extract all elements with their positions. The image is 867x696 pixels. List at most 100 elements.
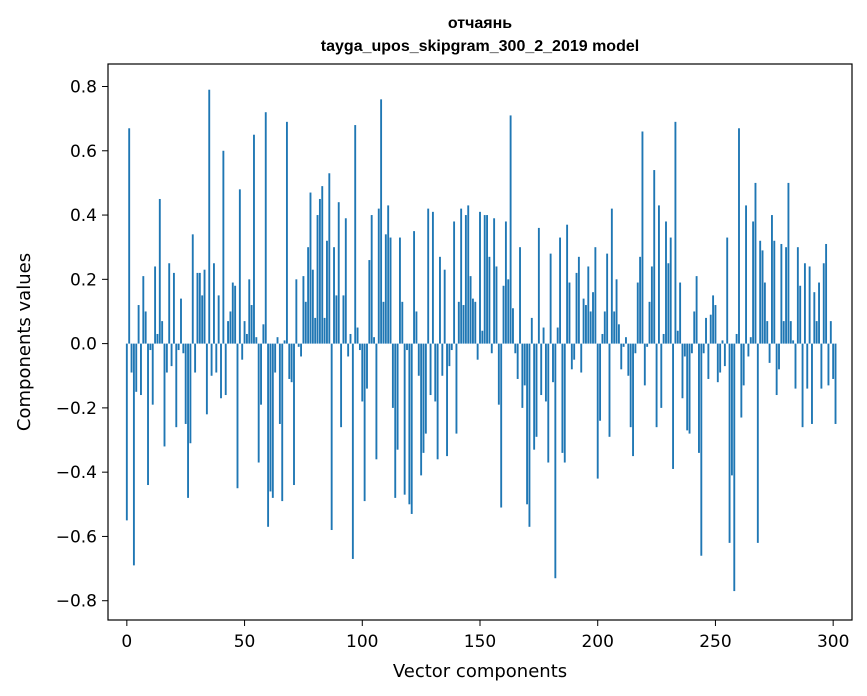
bar-58 (262, 324, 265, 344)
bar-223 (650, 266, 653, 344)
bar-86 (328, 173, 331, 344)
bar-33 (203, 269, 206, 344)
bar-254 (723, 343, 726, 367)
bar-132 (436, 343, 439, 460)
bar-112 (389, 237, 392, 344)
bar-169 (523, 343, 526, 386)
bar-97 (354, 125, 357, 344)
bar-192 (577, 256, 580, 344)
bar-38 (215, 343, 218, 373)
bar-143 (462, 305, 465, 344)
bar-81 (316, 215, 319, 344)
bar-255 (726, 237, 729, 344)
y-tick-label: 0.8 (70, 77, 97, 97)
bar-189 (570, 343, 573, 370)
bar-54 (253, 134, 255, 344)
bar-182 (554, 343, 557, 579)
bar-153 (486, 215, 488, 344)
bar-20 (172, 272, 175, 344)
y-tick-label: −0.8 (56, 592, 97, 612)
bar-5 (137, 305, 140, 344)
bar-107 (377, 208, 380, 344)
bar-51 (245, 333, 248, 344)
bar-158 (497, 343, 500, 405)
bar-121 (410, 343, 413, 514)
bar-210 (620, 343, 623, 370)
bar-21 (175, 343, 178, 428)
bar-246 (705, 317, 707, 344)
bar-65 (278, 343, 281, 424)
bar-292 (813, 292, 816, 344)
chart-title-line1: отчаянь (448, 15, 512, 32)
bar-87 (330, 343, 333, 531)
bar-239 (688, 343, 691, 434)
bar-69 (288, 343, 291, 379)
bar-12 (154, 266, 157, 344)
bar-257 (730, 343, 733, 476)
bar-125 (420, 343, 423, 476)
bar-61 (269, 343, 272, 492)
bar-79 (311, 269, 314, 344)
bar-279 (782, 321, 785, 344)
bar-22 (177, 343, 180, 351)
bar-131 (434, 343, 437, 402)
bar-234 (676, 330, 679, 344)
bar-206 (610, 208, 613, 344)
bar-64 (276, 337, 279, 344)
bar-181 (552, 343, 554, 383)
bar-161 (504, 221, 507, 344)
bar-204 (606, 253, 609, 344)
bar-301 (834, 343, 837, 424)
bar-17 (165, 343, 168, 373)
bar-269 (759, 240, 762, 344)
bar-70 (290, 343, 293, 383)
bar-89 (335, 295, 338, 344)
bar-23 (180, 298, 182, 344)
bar-236 (681, 343, 684, 399)
bar-251 (716, 343, 719, 383)
bar-62 (271, 343, 274, 498)
bar-101 (363, 343, 366, 502)
x-tick-label: 0 (121, 632, 132, 652)
bar-109 (382, 301, 385, 344)
bar-52 (248, 279, 251, 344)
bar-94 (347, 343, 350, 357)
bar-184 (559, 237, 561, 344)
bar-57 (260, 343, 262, 405)
bar-159 (500, 343, 503, 508)
bar-108 (380, 99, 383, 344)
bar-100 (361, 343, 364, 402)
bar-11 (151, 343, 154, 405)
bar-series (125, 89, 837, 592)
bar-80 (314, 317, 317, 344)
bar-1 (128, 128, 131, 344)
bar-37 (213, 263, 215, 344)
bar-148 (474, 301, 477, 344)
bar-41 (222, 150, 225, 344)
bar-93 (344, 218, 347, 344)
bar-128 (427, 208, 430, 344)
bar-172 (530, 317, 533, 344)
bar-45 (231, 282, 234, 344)
bar-260 (738, 128, 740, 344)
bar-96 (351, 343, 354, 559)
bar-191 (575, 272, 578, 344)
bar-171 (528, 343, 531, 527)
bar-2 (130, 343, 133, 373)
bar-244 (700, 343, 703, 556)
bar-115 (396, 343, 399, 450)
bar-173 (533, 343, 536, 450)
bar-154 (488, 256, 491, 344)
bar-222 (648, 301, 651, 344)
y-tick-label: 0.4 (70, 206, 97, 226)
bar-68 (285, 121, 288, 344)
bar-202 (601, 333, 604, 344)
bar-198 (592, 292, 594, 344)
bar-208 (615, 279, 618, 344)
bar-196 (587, 266, 590, 344)
bar-214 (629, 343, 632, 428)
bar-266 (752, 221, 755, 344)
bar-13 (156, 333, 159, 344)
bar-180 (549, 253, 552, 344)
bar-215 (632, 343, 634, 457)
